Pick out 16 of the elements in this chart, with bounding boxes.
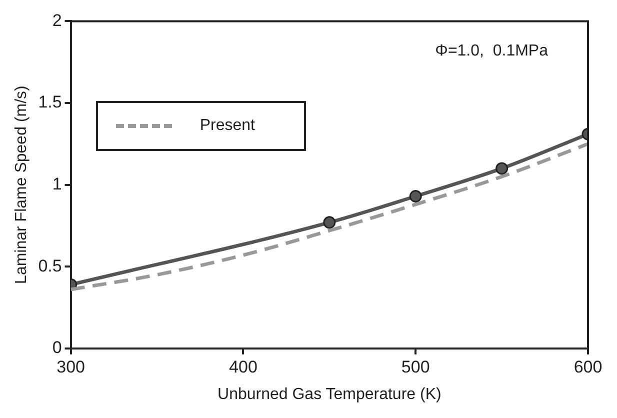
y-tick-label: 1.5 — [38, 92, 62, 112]
y-tick-label: 1 — [52, 174, 62, 194]
point — [496, 162, 508, 175]
x-tick-label: 600 — [574, 357, 602, 376]
x-axis-title: Unburned Gas Temperature (K) — [218, 386, 442, 403]
y-axis-title: Laminar Flame Speed (m/s) — [13, 86, 30, 284]
y-tick-label: 2 — [52, 10, 62, 30]
x-tick-label: 500 — [401, 357, 430, 376]
annotation: Φ=1.0, 0.1MPa — [435, 42, 548, 60]
y-tick-label: 0 — [52, 338, 62, 358]
legend-label: Present — [200, 117, 255, 136]
point — [323, 216, 336, 229]
x-tick-label: 300 — [56, 357, 86, 376]
x-tick-label: 400 — [229, 357, 258, 376]
y-tick-label: 0.5 — [38, 256, 62, 276]
point — [409, 190, 422, 202]
